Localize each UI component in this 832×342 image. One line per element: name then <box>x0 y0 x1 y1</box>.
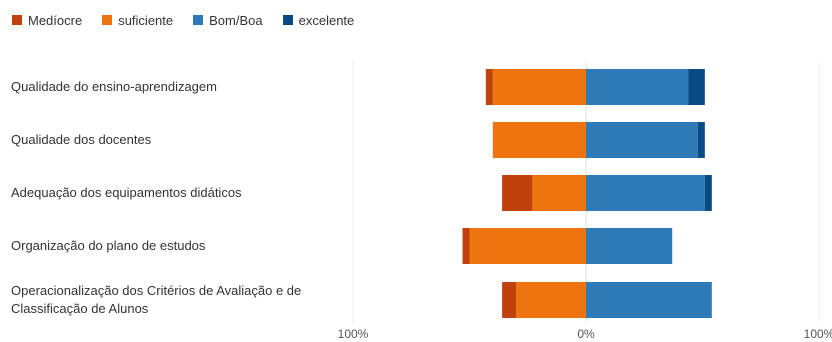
bar-segment[interactable] <box>704 175 712 211</box>
bar-segment[interactable] <box>586 228 673 264</box>
bar-segment[interactable] <box>586 175 705 211</box>
category-label: Qualidade do ensino-aprendizagem <box>11 79 217 94</box>
x-tick-label: 100% <box>338 327 369 341</box>
bar-segment[interactable] <box>469 228 587 264</box>
legend-item[interactable]: Bom/Boa <box>193 12 263 28</box>
legend-swatch <box>102 15 113 25</box>
chart-legend: Medíocre suficiente Bom/Boa excelente <box>12 12 374 28</box>
legend-swatch <box>12 15 22 25</box>
bar-segment[interactable] <box>485 69 493 105</box>
bar-segment[interactable] <box>697 122 705 158</box>
legend-label: suficiente <box>118 12 174 28</box>
legend-swatch <box>282 15 293 25</box>
category-label: Adequação dos equipamentos didáticos <box>11 185 242 200</box>
category-label: Qualidade dos docentes <box>11 132 152 147</box>
legend-item[interactable]: suficiente <box>102 13 173 28</box>
bar-segment[interactable] <box>502 175 533 211</box>
bar-segment[interactable] <box>688 69 705 105</box>
bar-segment[interactable] <box>586 69 689 105</box>
category-label: Organização do plano de estudos <box>11 238 206 253</box>
category-label: Operacionalização dos Critérios de Avali… <box>11 283 302 316</box>
legend-label: excelente <box>298 12 355 28</box>
legend-swatch <box>193 15 204 25</box>
bar-segment[interactable] <box>502 282 517 318</box>
legend-item[interactable]: excelente <box>282 12 355 28</box>
legend-label: Bom/Boa <box>209 12 263 28</box>
bar-segment[interactable] <box>492 69 586 105</box>
bar-segment[interactable] <box>586 122 698 158</box>
legend-item[interactable]: Medíocre <box>12 13 82 28</box>
bar-segment[interactable] <box>532 175 586 211</box>
bar-segment[interactable] <box>492 122 586 158</box>
bar-segment[interactable] <box>586 282 712 318</box>
x-tick-label: 0% <box>577 327 595 341</box>
bar-segment[interactable] <box>516 282 586 318</box>
bar-segment[interactable] <box>462 228 470 264</box>
legend-label: Medíocre <box>28 12 83 28</box>
x-tick-label: 100% <box>804 327 832 341</box>
